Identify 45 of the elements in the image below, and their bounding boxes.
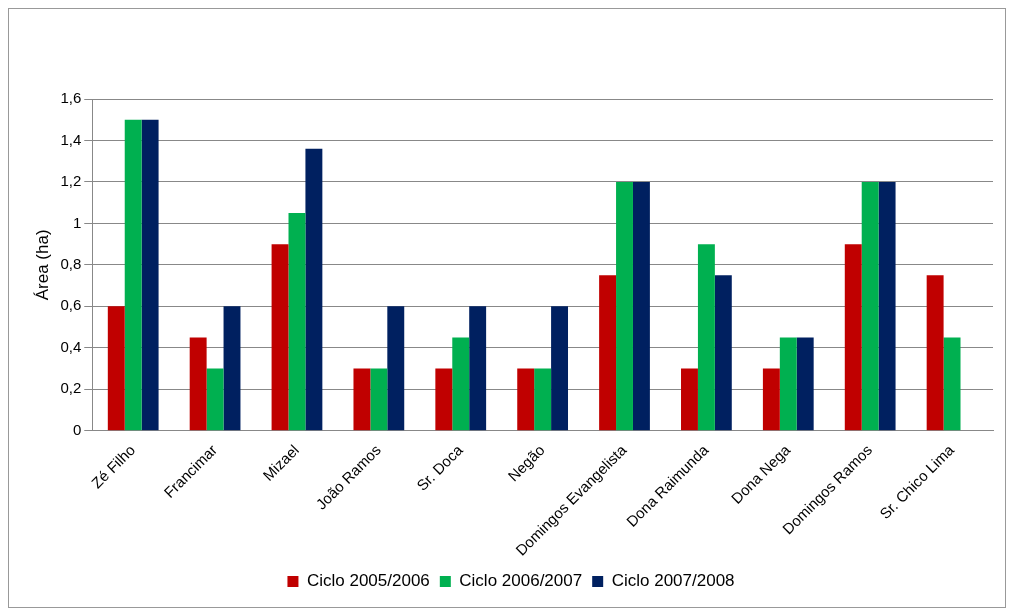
y-tick-label: 0,8 [60,255,82,273]
bar [189,337,207,431]
bar [926,275,944,431]
bar [779,337,797,431]
legend-label: Ciclo 2007/2008 [611,571,735,591]
bar [599,275,617,431]
bar [288,213,306,431]
bar [616,181,633,431]
bar [681,368,698,431]
bar [206,368,224,431]
bar [435,368,453,431]
y-tick-label: 1,4 [60,130,82,148]
y-tick-label: 0,4 [60,337,82,355]
bar [469,306,487,431]
bar [943,337,961,431]
y-tick-label: 1,2 [60,172,82,190]
y-tick-label: 1,6 [60,89,82,107]
bar [878,181,896,431]
bar [387,306,405,431]
bar [452,337,470,431]
bar [632,181,650,431]
bar [762,368,780,431]
bar [551,306,569,431]
bar [534,368,552,431]
bar [714,275,732,431]
bar [517,368,535,431]
y-axis-title: Área (ha) [32,229,52,301]
y-tick-label: 0,2 [60,379,82,397]
bar [305,148,323,431]
y-tick-label: 0 [72,420,82,438]
y-tick-label: 0,6 [60,296,82,314]
bar [141,119,159,431]
bar [271,244,289,431]
bar [223,306,241,431]
legend-label: Ciclo 2005/2006 [306,571,430,591]
bar [697,244,715,431]
bar [861,181,879,431]
bar [353,368,371,431]
bar [796,337,814,431]
bar [370,368,388,431]
bar [844,244,862,431]
bar [124,119,142,431]
bar [107,306,125,431]
y-tick-label: 1 [72,213,82,231]
legend-label: Ciclo 2006/2007 [459,571,583,591]
